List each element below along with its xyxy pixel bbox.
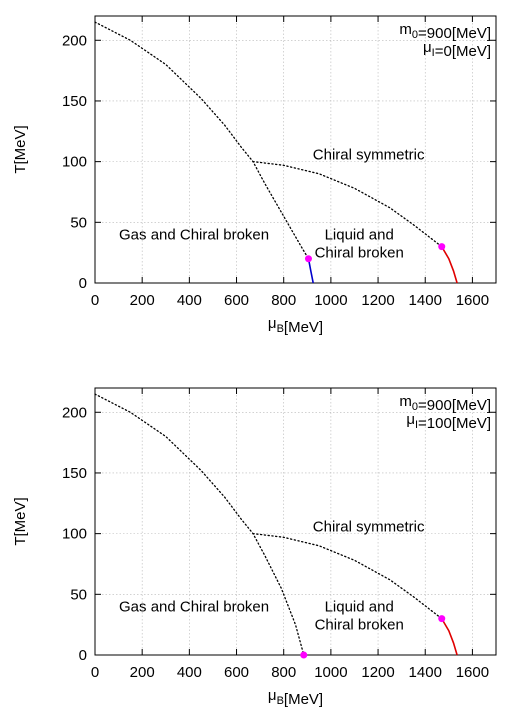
x-tick-label: 200: [130, 292, 155, 309]
x-axis-label: μB[MeV]: [268, 687, 323, 708]
region-label: Chiral symmetric: [313, 146, 425, 163]
parameter-label: m0=900[MeV]: [399, 21, 491, 42]
critical-point: [304, 255, 312, 263]
y-tick-label: 150: [62, 465, 87, 482]
x-tick-label: 600: [224, 664, 249, 681]
region-label: Gas and Chiral broken: [119, 226, 269, 243]
y-tick-label: 100: [62, 526, 87, 543]
region-label: Gas and Chiral broken: [119, 598, 269, 615]
y-tick-label: 100: [62, 154, 87, 171]
x-tick-label: 1400: [409, 292, 442, 309]
phase-boundary-dotted: [94, 21, 310, 260]
phase-boundary-dotted: [252, 160, 443, 248]
phase-boundary-solid: [441, 618, 458, 656]
critical-point: [300, 651, 308, 659]
x-tick-label: 1200: [361, 292, 394, 309]
region-label: Chiral broken: [315, 244, 404, 261]
x-axis-label: μB[MeV]: [268, 315, 323, 336]
y-axis-label: T[MeV]: [12, 497, 29, 545]
phase-boundary-dotted: [94, 393, 305, 656]
critical-point: [438, 615, 446, 623]
critical-point: [438, 243, 446, 251]
parameter-label: μI=100[MeV]: [406, 411, 491, 432]
region-label: Chiral broken: [315, 616, 404, 633]
region-label: Liquid and: [325, 226, 394, 243]
plot-frame: [94, 15, 497, 284]
phase-boundary-solid: [307, 258, 314, 284]
x-tick-label: 200: [130, 664, 155, 681]
plot-frame: [94, 387, 497, 656]
x-tick-label: 0: [91, 292, 99, 309]
x-tick-label: 1600: [456, 664, 489, 681]
y-tick-label: 150: [62, 93, 87, 110]
y-tick-label: 200: [62, 32, 87, 49]
x-tick-label: 1000: [314, 292, 347, 309]
y-tick-label: 50: [70, 214, 87, 231]
x-tick-label: 1200: [361, 664, 394, 681]
x-tick-label: 800: [271, 664, 296, 681]
y-tick-label: 200: [62, 404, 87, 421]
phase-boundary-dotted: [252, 532, 443, 620]
region-label: Chiral symmetric: [313, 518, 425, 535]
y-tick-label: 0: [79, 275, 87, 292]
x-tick-label: 400: [177, 292, 202, 309]
parameter-label: m0=900[MeV]: [399, 393, 491, 414]
y-tick-label: 50: [70, 586, 87, 603]
x-tick-label: 0: [91, 664, 99, 681]
x-tick-label: 1600: [456, 292, 489, 309]
y-axis-label: T[MeV]: [12, 125, 29, 173]
x-tick-label: 1400: [409, 664, 442, 681]
region-label: Liquid and: [325, 598, 394, 615]
y-tick-label: 0: [79, 647, 87, 664]
parameter-label: μI=0[MeV]: [423, 39, 491, 60]
x-tick-label: 600: [224, 292, 249, 309]
x-tick-label: 1000: [314, 664, 347, 681]
chart-panel-1: 0 200 400 600 800 1000 1200 1400 1600 0 50 100 150 20…: [12, 15, 497, 336]
chart-panel-2: 0 200 400 600 800 1000 1200 1400 1600 0 50 100 150 20…: [12, 387, 497, 708]
x-tick-label: 800: [271, 292, 296, 309]
phase-boundary-solid: [441, 246, 458, 284]
x-tick-label: 400: [177, 664, 202, 681]
